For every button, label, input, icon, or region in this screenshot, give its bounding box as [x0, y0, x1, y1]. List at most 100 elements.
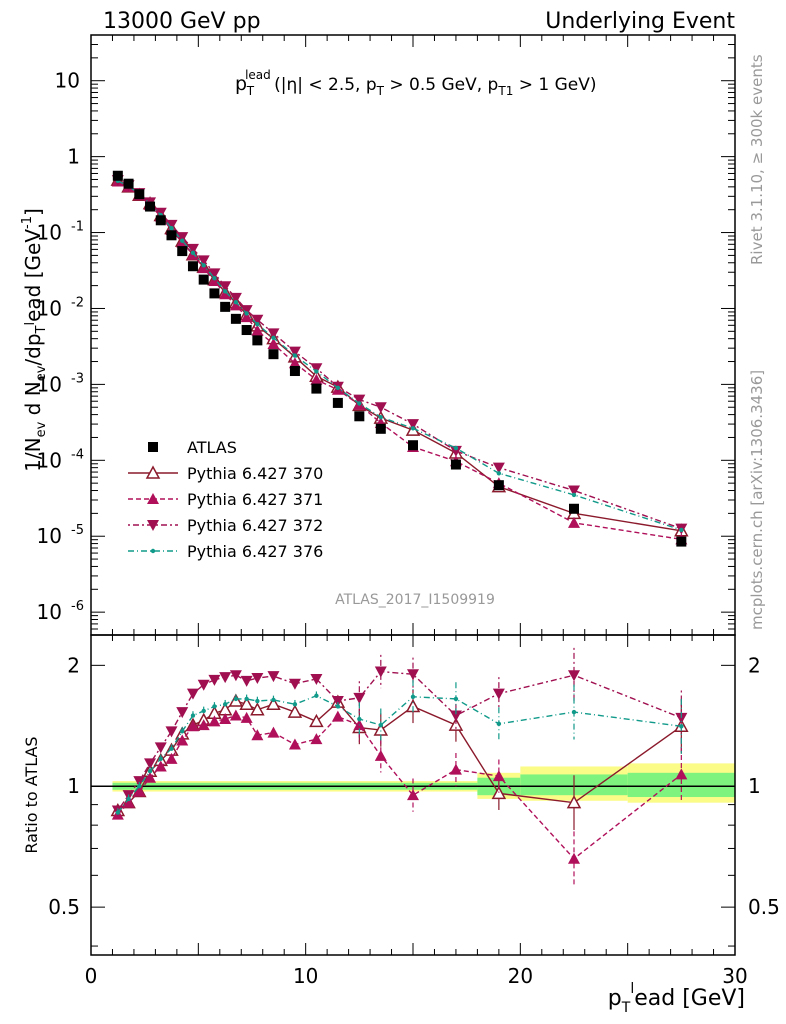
y-tick-label: 10 [55, 69, 80, 93]
point-p372 [407, 419, 419, 431]
point-p376 [233, 299, 239, 305]
legend-label: Pythia 6.427 371 [187, 490, 323, 509]
point-p376 [180, 238, 185, 243]
ratio-point-p376 [169, 746, 174, 751]
point-data [155, 215, 166, 226]
point-data [166, 230, 177, 241]
point-data [289, 366, 300, 377]
point-data [354, 411, 365, 422]
point-p372 [219, 281, 232, 293]
point-p376 [201, 263, 206, 268]
ratio-point-p371 [229, 709, 242, 721]
ratio-point-p376 [126, 796, 131, 802]
y-tick-exponent: -2 [71, 295, 84, 310]
ratio-y-tick-label: 0.5 [48, 895, 80, 919]
point-data [198, 274, 209, 285]
point-data [268, 349, 279, 360]
legend-marker-p372 [147, 520, 159, 531]
y-tick-exponent: -4 [71, 447, 84, 462]
ratio-point-p376 [378, 722, 383, 728]
ratio-point-p371 [240, 711, 253, 723]
ratio-point-p370 [250, 702, 265, 716]
point-p376 [410, 426, 416, 431]
ratio-point-p376 [222, 702, 228, 707]
point-p371 [219, 288, 232, 300]
ratio-point-p372 [331, 696, 344, 708]
point-data [209, 288, 220, 299]
point-data [123, 178, 134, 189]
ratio-point-p372 [310, 673, 323, 685]
ratio-y-tick-label-right: 2 [748, 653, 761, 677]
ratio-point-p376 [233, 696, 239, 702]
point-data [134, 189, 145, 200]
point-p376 [190, 250, 196, 256]
ratio-point-p370 [239, 696, 254, 711]
series-line-p371 [117, 180, 682, 541]
ratio-point-p376 [357, 716, 362, 722]
ratio-point-p376 [158, 756, 163, 762]
point-p372 [288, 346, 301, 358]
ratio-point-p370 [287, 704, 303, 718]
point-p376 [679, 527, 684, 533]
panel-title: plead T (|η| < 2.5, pT > 0.5 GeV, pT1 > 1 … [235, 68, 597, 98]
ratio-point-p372 [267, 671, 280, 683]
ratio-point-p372 [353, 692, 366, 704]
ratio-point-p376 [212, 704, 217, 709]
ratio-point-p372 [197, 679, 210, 691]
y-tick-label: 10 [37, 372, 62, 396]
ratio-point-p376 [201, 708, 206, 714]
ratio-point-p376 [244, 696, 249, 702]
x-tick-label: 10 [293, 964, 318, 988]
legend-marker-data [148, 442, 158, 452]
x-tick-label: 0 [85, 964, 98, 988]
point-p372 [353, 394, 366, 406]
point-p376 [292, 353, 298, 358]
y-tick-label: 10 [37, 448, 62, 472]
ratio-point-p371 [133, 785, 146, 797]
point-p372 [449, 445, 462, 457]
ratio-point-p376 [271, 697, 276, 703]
point-p372 [310, 363, 323, 375]
legend: ATLAS Pythia 6.427 370 Pythia 6.427 371 Pyt… [128, 438, 323, 561]
point-p371 [310, 373, 323, 385]
ratio-point-p376 [292, 702, 298, 707]
ratio-point-p376 [314, 693, 319, 698]
legend-marker-p371 [147, 493, 159, 504]
point-p376 [271, 335, 276, 341]
point-p376 [169, 226, 174, 231]
ratio-point-p376 [335, 704, 341, 709]
ratio-point-p371 [288, 738, 301, 750]
point-p371 [251, 324, 264, 336]
ratio-point-p371 [568, 852, 580, 864]
ratio-point-p372 [208, 674, 221, 686]
ratio-point-p372 [154, 742, 167, 754]
ratio-point-p371 [208, 715, 221, 727]
analysis-tag: ATLAS_2017_I1509919 [335, 592, 495, 608]
ratio-y-tick-label-right: 1 [748, 774, 761, 798]
y-tick-label: 10 [37, 600, 62, 624]
point-data [493, 480, 504, 491]
mcplots-label: mcplots.cern.ch [arXiv:1306.3436] [748, 370, 766, 630]
ratio-point-p372 [133, 776, 146, 788]
point-p371 [240, 311, 253, 323]
point-data [230, 313, 241, 324]
point-p372 [492, 462, 505, 474]
x-axis-label: pTlead [GeV] [608, 981, 745, 1016]
point-p376 [357, 401, 362, 406]
rivet-label: Rivet 3.1.10, ≥ 300k events [748, 54, 766, 265]
ratio-point-p370 [491, 785, 507, 800]
y-tick-label: 10 [37, 524, 62, 548]
ratio-point-p371 [374, 749, 387, 761]
ratio-point-p371 [449, 763, 462, 775]
ratio-point-p371 [122, 796, 135, 808]
ratio-point-p372 [219, 672, 232, 684]
point-data [252, 335, 263, 346]
point-data [177, 246, 188, 257]
legend-marker-p370 [145, 465, 161, 479]
legend-label: Pythia 6.427 372 [187, 516, 323, 535]
ratio-point-p371 [154, 760, 167, 772]
ratio-point-p372 [176, 707, 189, 719]
ratio-point-p376 [571, 709, 577, 715]
ratio-point-p371 [407, 789, 419, 801]
point-data [112, 170, 123, 181]
